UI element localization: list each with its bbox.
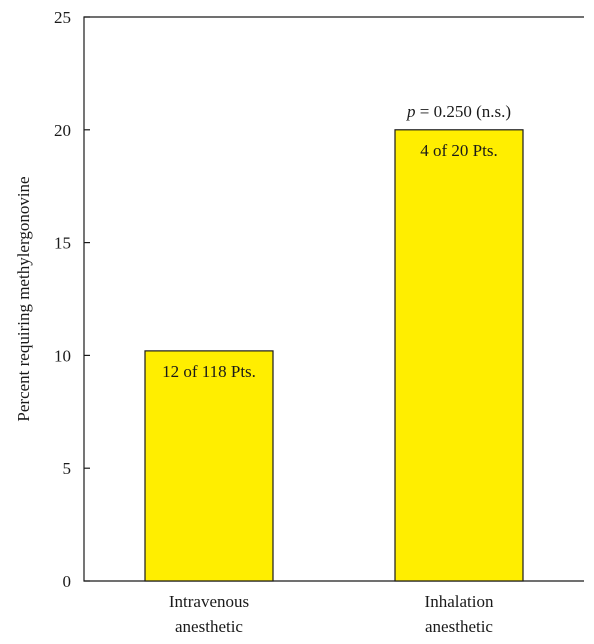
axes: 0 5 10 15 20 25 Percent requiring methylergono…: [14, 8, 584, 591]
y-tick-label: 20: [54, 121, 71, 140]
p-value-annotation: p = 0.250 (n.s.): [406, 102, 511, 121]
plot-frame: [83, 16, 584, 582]
x-tick-label: anesthetic: [425, 617, 493, 636]
y-axis-label: Percent requiring methylergonovine: [14, 176, 33, 421]
y-tick-label: 0: [63, 572, 72, 591]
x-tick-label: Intravenous: [169, 592, 249, 611]
x-tick-label: Inhalation: [425, 592, 494, 611]
x-tick-label: anesthetic: [175, 617, 243, 636]
bar-value-label: 12 of 118 Pts.: [162, 362, 256, 381]
bar-value-label: 4 of 20 Pts.: [420, 141, 497, 160]
y-tick-label: 15: [54, 234, 71, 253]
y-tick-label: 5: [63, 459, 72, 478]
labels: 12 of 118 Pts. Intravenous anesthetic 4 of …: [162, 102, 511, 636]
y-tick-label: 25: [54, 8, 71, 27]
bar: [144, 350, 274, 582]
bar: [394, 129, 524, 582]
y-tick-label: 10: [54, 346, 71, 365]
bars: [144, 129, 524, 582]
